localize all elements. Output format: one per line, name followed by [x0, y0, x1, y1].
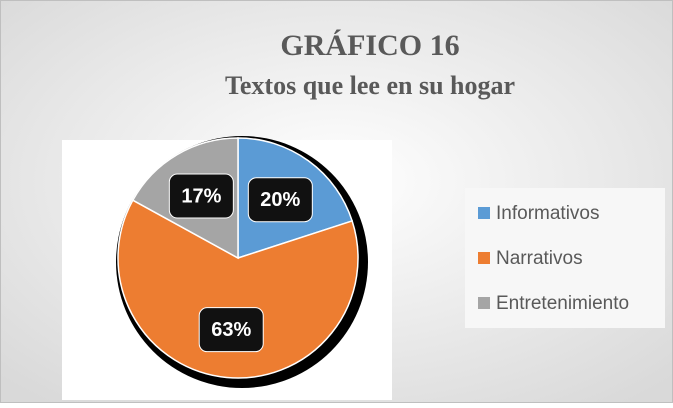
data-label-box: [198, 307, 264, 353]
data-label-box: [247, 177, 313, 223]
legend-swatch: [478, 207, 490, 219]
chart-title: GRÁFICO 16: [280, 29, 459, 62]
legend-swatch: [478, 252, 490, 264]
legend-label: Entretenimiento: [496, 293, 629, 314]
pie-slice: [117, 199, 359, 379]
data-label-box: [168, 173, 234, 219]
data-label: 63%: [211, 319, 251, 341]
data-label: 17%: [181, 185, 221, 207]
legend-label: Informativos: [496, 203, 599, 224]
legend-swatch: [478, 297, 490, 309]
chart-subtitle: Textos que lee en su hogar: [225, 71, 515, 100]
legend-box: [465, 188, 665, 328]
data-label: 20%: [260, 189, 300, 211]
legend-label: Narrativos: [496, 248, 583, 269]
